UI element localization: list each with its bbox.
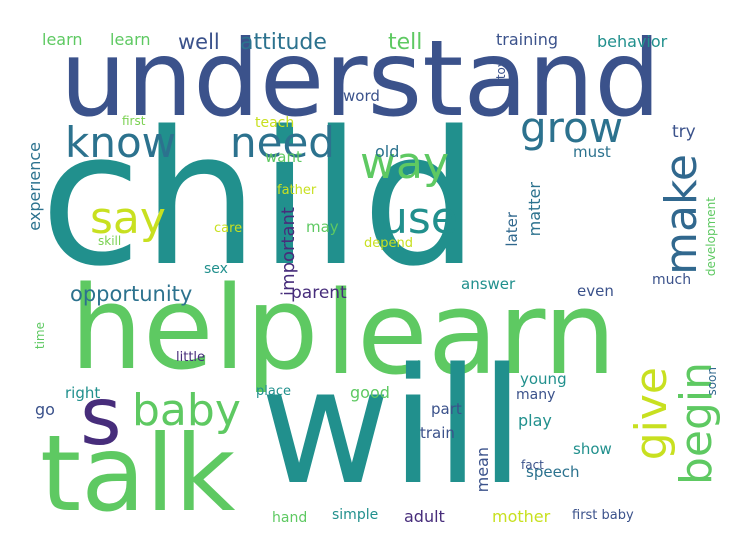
word-experience: experience: [30, 142, 44, 231]
word-behavior: behavior: [597, 32, 668, 51]
word-well: well: [178, 30, 220, 54]
word-many: many: [516, 387, 556, 403]
word-cloud: child understand help learn will talk s …: [30, 22, 720, 530]
word-parent: parent: [291, 283, 347, 303]
word-attitude: attitude: [240, 30, 327, 55]
word-later: later: [503, 212, 521, 247]
word-adult: adult: [404, 507, 445, 526]
word-understand: understand: [60, 22, 661, 140]
word-make: make: [656, 154, 707, 275]
word-will: will: [260, 333, 525, 520]
word-must: must: [573, 143, 611, 161]
word-child: child: [40, 91, 480, 307]
word-soon: soon: [705, 367, 719, 396]
word-father: father: [277, 183, 317, 198]
word-learn-small-2: learn: [110, 30, 151, 49]
word-help: help: [70, 262, 319, 396]
word-little: little: [176, 350, 206, 365]
word-show: show: [573, 440, 612, 458]
word-learn-large: learn: [325, 267, 617, 401]
word-even: even: [577, 282, 614, 300]
word-sex: sex: [204, 261, 228, 277]
word-give: give: [626, 367, 677, 461]
word-depend: depend: [364, 236, 413, 251]
word-matter: matter: [525, 182, 544, 237]
word-grow: grow: [520, 103, 624, 152]
word-hand: hand: [272, 510, 308, 526]
word-may: may: [306, 218, 339, 236]
word-say: say: [90, 193, 166, 244]
word-mean: mean: [473, 447, 492, 493]
word-want: want: [265, 148, 302, 166]
word-mother: mother: [492, 507, 551, 526]
word-answer: answer: [461, 275, 516, 293]
word-first-baby: first baby: [572, 508, 634, 523]
word-play: play: [518, 411, 552, 430]
word-opportunity: opportunity: [70, 282, 193, 306]
word-baby: baby: [132, 385, 241, 436]
word-way: way: [360, 138, 449, 189]
word-time: time: [33, 322, 47, 350]
word-s: s: [80, 370, 122, 463]
word-part: part: [431, 400, 462, 418]
word-go: go: [35, 400, 55, 419]
word-training: training: [496, 30, 558, 49]
word-place: place: [256, 384, 291, 399]
word-young: young: [520, 370, 567, 388]
word-old: old: [375, 142, 400, 161]
word-toy: toy: [494, 60, 508, 80]
word-good: good: [350, 383, 390, 402]
word-first: first: [122, 114, 146, 128]
word-speech: speech: [526, 463, 580, 481]
word-tell: tell: [388, 30, 423, 55]
word-know: know: [65, 118, 176, 167]
word-word: word: [343, 87, 380, 105]
word-simple: simple: [332, 507, 379, 523]
word-use: use: [380, 193, 458, 244]
word-talk: talk: [40, 413, 236, 530]
word-fact: fact: [521, 458, 544, 472]
word-teach: teach: [255, 115, 295, 131]
word-try: try: [672, 122, 696, 142]
word-much: much: [652, 272, 692, 288]
word-care: care: [214, 221, 243, 236]
word-skill: skill: [98, 234, 122, 248]
word-right: right: [65, 384, 101, 402]
word-train: train: [420, 424, 455, 442]
word-need: need: [230, 118, 335, 167]
word-learn-small-1: learn: [42, 30, 83, 49]
word-development: development: [704, 197, 718, 277]
